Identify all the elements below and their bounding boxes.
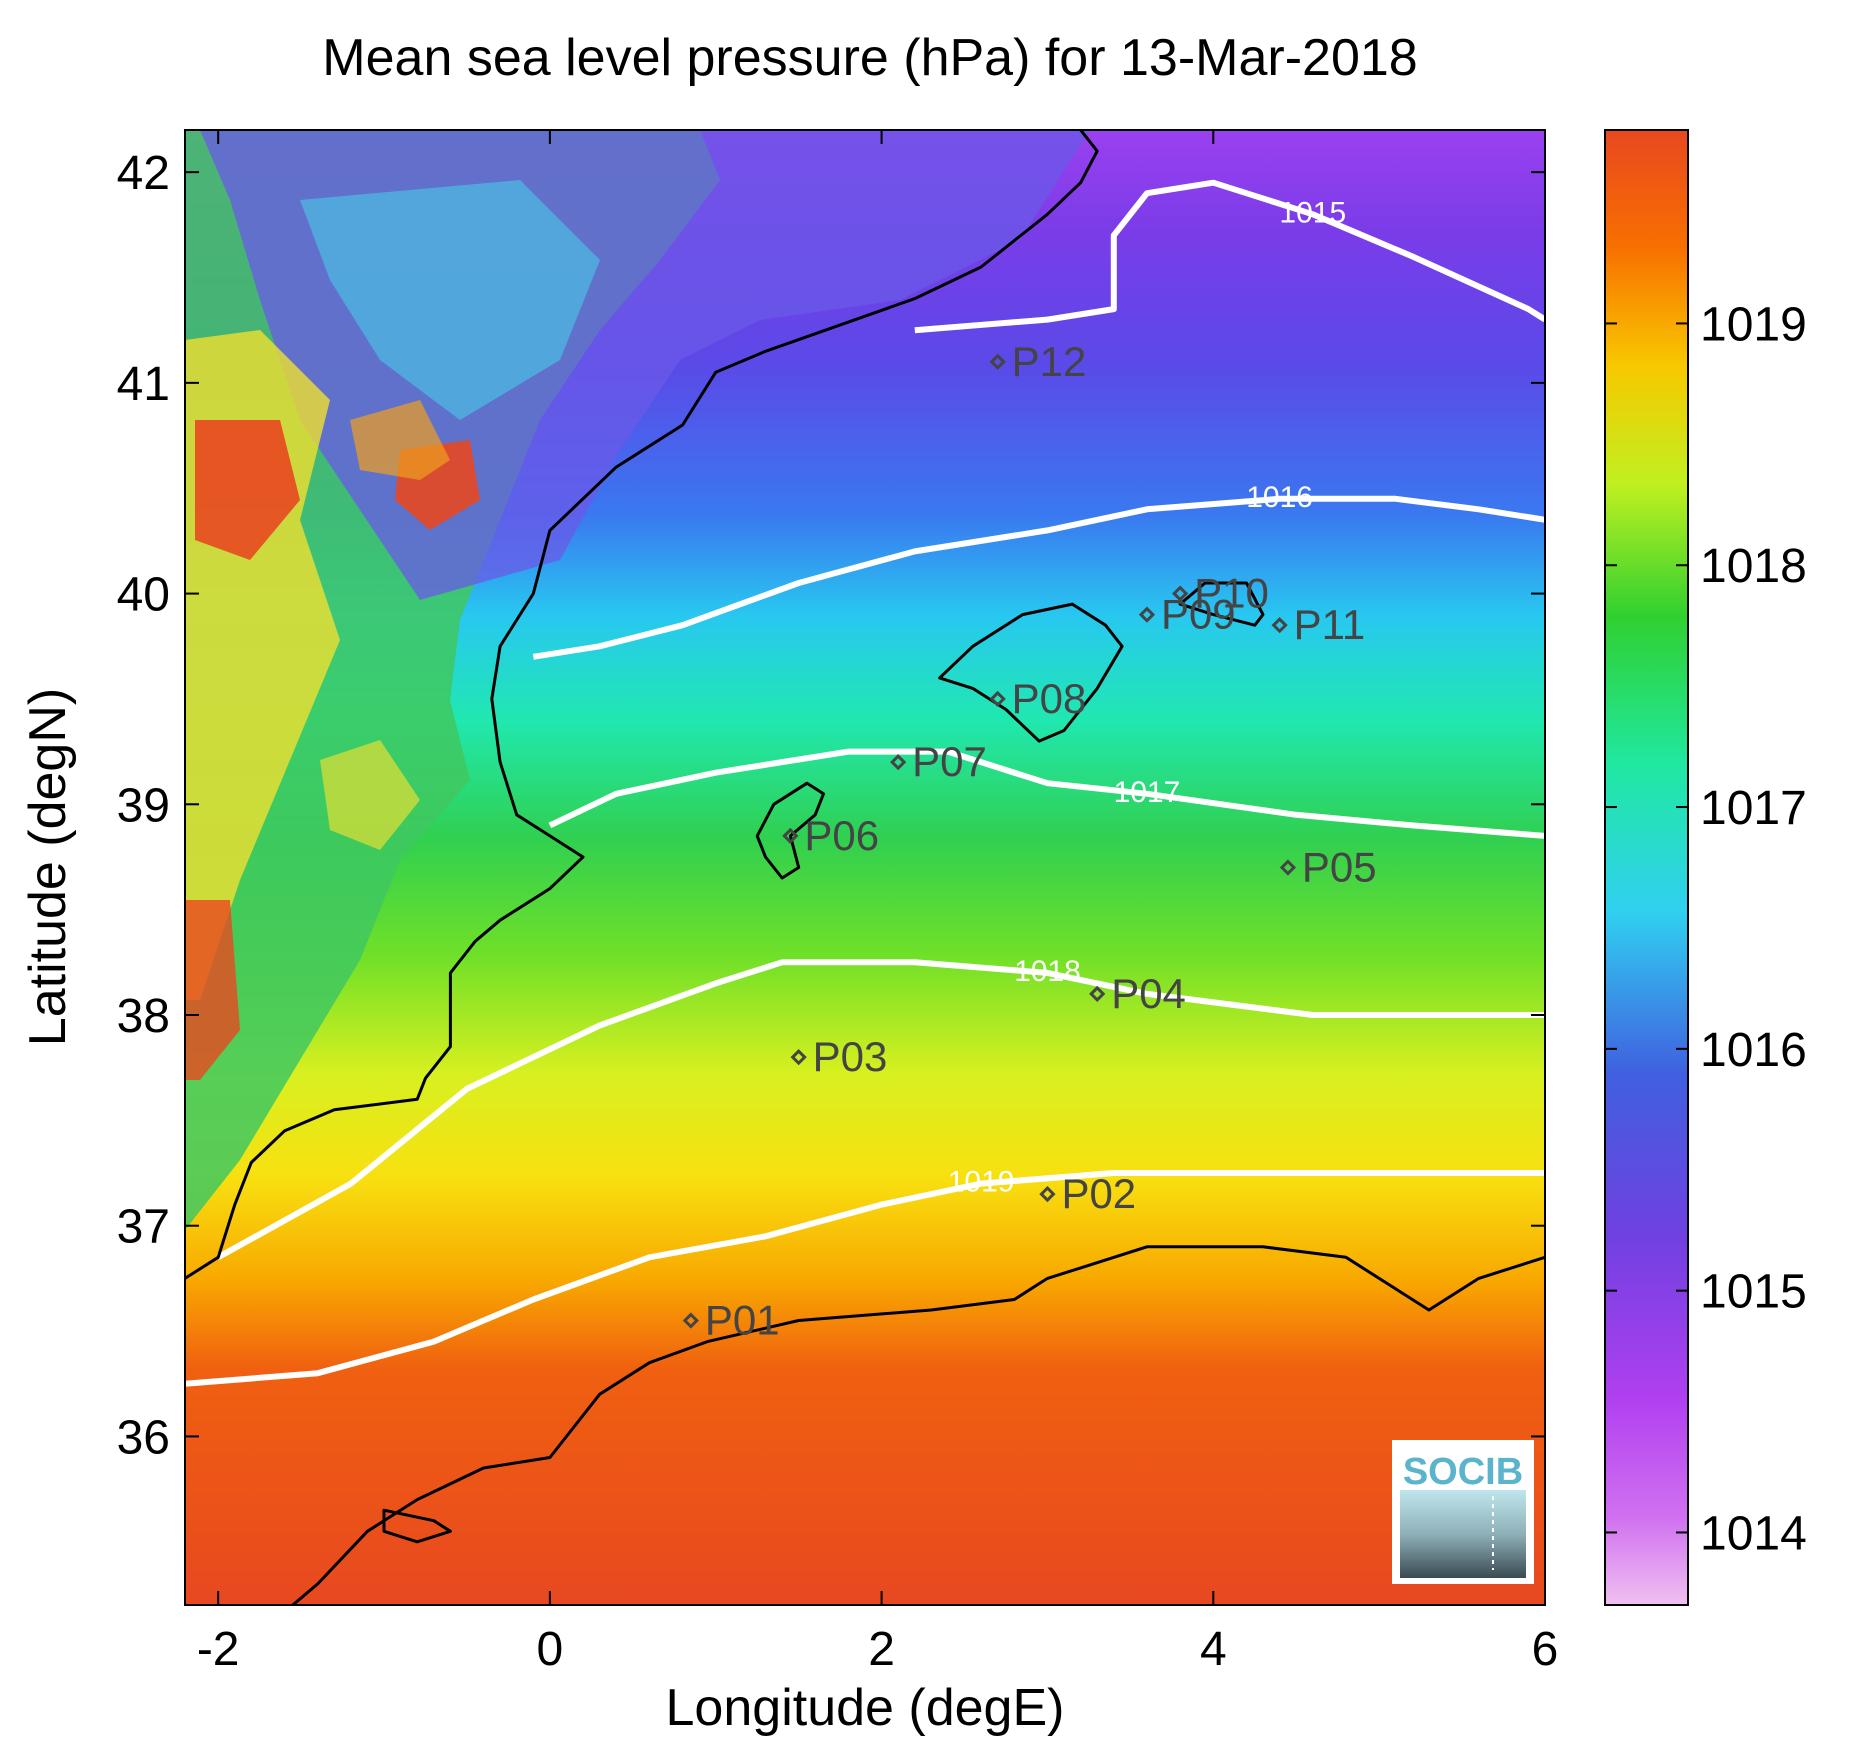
contour-1018 <box>216 959 1545 1260</box>
x-tick-label: 6 <box>1532 1623 1559 1676</box>
socib-logo: SOCIB <box>1392 1440 1534 1584</box>
point-label-p06: P06 <box>804 812 879 859</box>
coastline-iberia <box>185 130 1099 1280</box>
y-tick-label: 37 <box>117 1201 170 1254</box>
contour-1015 <box>914 179 1545 334</box>
coastline-africa <box>290 1245 1545 1605</box>
colorbar-gradient <box>1605 130 1688 1605</box>
colorbar-tick-label: 1019 <box>1700 298 1807 351</box>
contour-1017 <box>548 748 1545 839</box>
contour-label-1018: 1018 <box>1014 955 1081 988</box>
contour-1019 <box>185 1170 1545 1387</box>
contour-label-1016: 1016 <box>1246 481 1313 514</box>
point-label-p10: P10 <box>1194 570 1269 617</box>
coastline-ibiza <box>755 781 825 880</box>
coastline-mallorca <box>938 602 1124 743</box>
point-marker-p10 <box>1171 585 1189 602</box>
x-tick-label: 4 <box>1200 1623 1227 1676</box>
point-marker-p08 <box>989 690 1006 708</box>
coastlines <box>185 130 1545 1605</box>
x-tick-label: 0 <box>537 1623 564 1676</box>
y-tick-label: 38 <box>117 990 170 1043</box>
x-axis-label: Longitude (degE) <box>666 1679 1065 1737</box>
colorbar-tick-label: 1016 <box>1700 1024 1807 1077</box>
point-label-p12: P12 <box>1012 338 1087 385</box>
point-marker-p06 <box>782 827 799 845</box>
point-marker-p03 <box>790 1049 807 1066</box>
point-marker-p02 <box>1039 1185 1056 1203</box>
contour-label-1019: 1019 <box>948 1166 1015 1199</box>
point-label-p04: P04 <box>1111 970 1186 1017</box>
plot-frame <box>184 129 1546 1606</box>
land-relief <box>185 130 1090 1230</box>
colorbar-tick-label: 1018 <box>1700 540 1807 593</box>
x-axis: -2 0 2 4 6 <box>197 130 1559 1676</box>
y-tick-label: 40 <box>117 569 170 622</box>
point-marker-p11 <box>1271 617 1288 634</box>
colorbar-tick-label: 1017 <box>1700 782 1807 835</box>
colorbar-tick-label: 1015 <box>1700 1266 1807 1319</box>
colorbar-ticks: 1014 1015 1016 1017 1018 1019 <box>1605 298 1807 1560</box>
colorbar-frame <box>1604 129 1689 1606</box>
contour-lines: 1015 1016 1017 1018 1019 <box>185 179 1545 1387</box>
point-marker-p04 <box>1089 985 1106 1003</box>
x-tick-label: -2 <box>197 1623 240 1676</box>
y-axis-label: Latitude (degN) <box>19 688 77 1046</box>
y-tick-label: 42 <box>117 147 170 200</box>
y-tick-label: 36 <box>117 1411 170 1464</box>
colorbar-tick-label: 1014 <box>1700 1507 1807 1560</box>
point-label-p08: P08 <box>1012 675 1087 722</box>
point-marker-p01 <box>682 1312 699 1329</box>
contour-1016 <box>532 495 1545 660</box>
contour-label-1015: 1015 <box>1279 196 1346 229</box>
point-label-p02: P02 <box>1061 1170 1136 1217</box>
coastline-alboran <box>382 1508 452 1544</box>
point-label-p09: P09 <box>1161 591 1236 638</box>
y-tick-label: 39 <box>117 779 170 832</box>
point-marker-p07 <box>890 754 907 771</box>
y-tick-label: 41 <box>117 358 170 411</box>
point-label-p07: P07 <box>912 738 987 785</box>
point-marker-p09 <box>1138 606 1156 623</box>
point-label-p01: P01 <box>705 1297 780 1344</box>
chart-title: Mean sea level pressure (hPa) for 13-Mar… <box>322 29 1417 87</box>
logo-text: SOCIB <box>1403 1451 1523 1493</box>
point-label-p05: P05 <box>1302 844 1377 891</box>
coastline-menorca <box>1178 581 1265 627</box>
x-tick-label: 2 <box>868 1623 895 1676</box>
y-axis: 36 37 38 39 40 41 42 <box>117 147 1545 1464</box>
point-marker-p12 <box>989 353 1006 370</box>
contour-label-1017: 1017 <box>1114 776 1181 809</box>
point-label-p03: P03 <box>813 1033 888 1080</box>
point-label-p11: P11 <box>1294 601 1366 648</box>
colorbar: 1014 1015 1016 1017 1018 1019 <box>1604 129 1807 1606</box>
point-marker-p05 <box>1279 859 1297 876</box>
